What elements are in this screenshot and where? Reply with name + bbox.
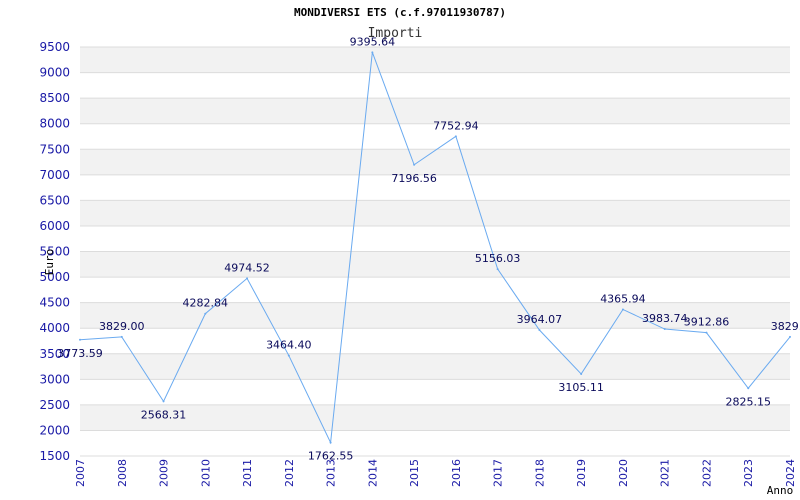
data-label: 1762.55 bbox=[308, 450, 354, 463]
data-point bbox=[287, 354, 290, 357]
data-point bbox=[246, 277, 249, 280]
x-axis-ticks: 2007 2008 2009 2010 2011 2012 2013 2014 2015 2016… bbox=[74, 459, 797, 487]
x-tick-label: 2015 bbox=[408, 459, 421, 487]
data-point bbox=[329, 441, 332, 444]
grid-band bbox=[80, 353, 790, 380]
x-tick-label: 2013 bbox=[325, 459, 338, 487]
y-tick-label: 1500 bbox=[39, 449, 70, 463]
data-point bbox=[789, 335, 791, 338]
grid-band bbox=[80, 123, 790, 150]
data-point bbox=[162, 400, 165, 403]
x-tick-label: 2018 bbox=[533, 459, 546, 487]
data-label: 3964.07 bbox=[517, 313, 563, 326]
x-tick-label: 2024 bbox=[784, 459, 797, 487]
data-label: 3912.86 bbox=[684, 316, 730, 329]
grid-band bbox=[80, 430, 790, 456]
y-tick-label: 6000 bbox=[39, 219, 70, 233]
y-tick-label: 4000 bbox=[39, 321, 70, 335]
x-tick-label: 2007 bbox=[74, 459, 87, 487]
x-tick-label: 2021 bbox=[659, 459, 672, 487]
grid-lines bbox=[80, 46, 790, 457]
data-point bbox=[580, 372, 583, 375]
data-point bbox=[454, 135, 457, 138]
grid-band bbox=[80, 72, 790, 99]
x-tick-label: 2019 bbox=[575, 459, 588, 487]
y-tick-label: 9000 bbox=[39, 66, 70, 80]
grid-band bbox=[80, 225, 790, 252]
x-tick-label: 2016 bbox=[450, 459, 463, 487]
series-importi bbox=[79, 51, 791, 445]
x-tick-label: 2009 bbox=[158, 459, 171, 487]
data-point bbox=[663, 328, 666, 331]
grid-band bbox=[80, 379, 790, 405]
grid-band bbox=[80, 404, 790, 431]
y-tick-label: 4500 bbox=[39, 296, 70, 310]
y-tick-label: 5500 bbox=[39, 245, 70, 259]
x-tick-label: 2022 bbox=[700, 459, 713, 487]
data-labels: 3773.59 3829.00 2568.31 4282.84 4974.52 3464.… bbox=[57, 35, 800, 462]
x-tick-label: 2010 bbox=[199, 459, 212, 487]
grid-band bbox=[80, 149, 790, 175]
data-point bbox=[621, 308, 624, 311]
data-point bbox=[705, 331, 708, 334]
grid-band bbox=[80, 174, 790, 201]
x-tick-label: 2008 bbox=[116, 459, 129, 487]
grid-band bbox=[80, 47, 790, 73]
grid-band bbox=[80, 98, 790, 124]
data-label: 7196.56 bbox=[391, 172, 437, 185]
series-line bbox=[79, 52, 791, 445]
data-point bbox=[79, 338, 81, 341]
grid-band bbox=[80, 251, 790, 278]
y-tick-label: 9500 bbox=[39, 40, 70, 54]
x-tick-label: 2017 bbox=[492, 459, 505, 487]
data-label: 3773.59 bbox=[57, 347, 103, 360]
x-tick-label: 2014 bbox=[366, 459, 379, 487]
data-point bbox=[747, 387, 750, 390]
x-tick-label: 2011 bbox=[241, 459, 254, 487]
y-tick-label: 7000 bbox=[39, 168, 70, 182]
x-axis-label: Anno bbox=[767, 484, 794, 497]
data-point bbox=[538, 329, 541, 332]
data-label: 4282.84 bbox=[183, 297, 229, 310]
data-label: 2825.15 bbox=[725, 395, 771, 408]
y-tick-label: 6500 bbox=[39, 193, 70, 207]
data-label: 3829.4 bbox=[771, 320, 800, 333]
data-point bbox=[496, 268, 499, 271]
grid-bands bbox=[80, 47, 790, 456]
y-tick-label: 2000 bbox=[39, 423, 70, 437]
data-label: 4365.94 bbox=[600, 292, 646, 305]
data-point bbox=[413, 163, 416, 166]
x-tick-label: 2023 bbox=[742, 459, 755, 487]
chart-title: MONDIVERSI ETS (c.f.97011930787) bbox=[294, 6, 506, 19]
grid-band bbox=[80, 328, 790, 354]
data-point bbox=[120, 335, 123, 338]
y-tick-label: 2500 bbox=[39, 398, 70, 412]
y-axis-ticks: 1500 2000 2500 3000 3500 4000 4500 5000 5500 6000… bbox=[39, 40, 70, 463]
y-tick-label: 3000 bbox=[39, 372, 70, 386]
data-point bbox=[204, 312, 207, 315]
y-tick-label: 3500 bbox=[39, 347, 70, 361]
y-axis-label: Euro bbox=[43, 249, 56, 276]
data-label: 9395.64 bbox=[350, 35, 396, 48]
y-tick-label: 8500 bbox=[39, 91, 70, 105]
grid-band bbox=[80, 200, 790, 226]
x-tick-label: 2020 bbox=[617, 459, 630, 487]
data-label: 4974.52 bbox=[224, 261, 270, 274]
data-label: 3829.00 bbox=[99, 320, 145, 333]
grid-band bbox=[80, 277, 790, 303]
data-label: 5156.03 bbox=[475, 252, 521, 265]
y-tick-label: 8000 bbox=[39, 117, 70, 131]
data-label: 3983.74 bbox=[642, 312, 688, 325]
y-tick-label: 7500 bbox=[39, 142, 70, 156]
data-point bbox=[371, 51, 374, 54]
data-label: 2568.31 bbox=[141, 408, 187, 421]
data-label: 3105.11 bbox=[558, 381, 604, 394]
data-label: 3464.40 bbox=[266, 339, 312, 352]
grid-band bbox=[80, 302, 790, 329]
y-tick-label: 5000 bbox=[39, 270, 70, 284]
x-tick-label: 2012 bbox=[283, 459, 296, 487]
chart-subtitle: Importi bbox=[368, 26, 423, 41]
data-label: 7752.94 bbox=[433, 119, 479, 132]
